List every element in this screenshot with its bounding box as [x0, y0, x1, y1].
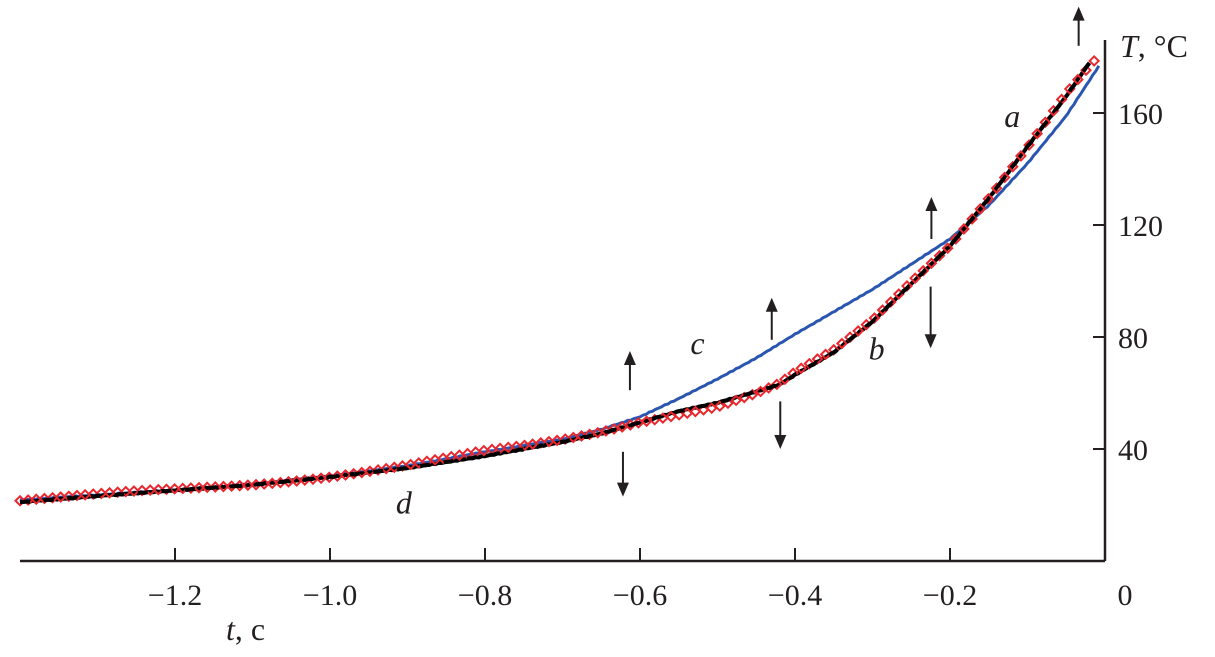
data-point — [738, 391, 751, 404]
data-point — [1063, 83, 1076, 95]
data-point — [795, 362, 808, 375]
y-axis-label: T, °C — [1120, 28, 1188, 64]
curve-label-c: c — [690, 325, 704, 361]
data-point — [1031, 127, 1044, 140]
y-axis-var: T — [1120, 28, 1140, 64]
series-line-blue — [19, 65, 1101, 502]
y-tick-label: 80 — [1118, 322, 1148, 355]
data-point — [1088, 55, 1101, 67]
x-tick-label: −0.6 — [613, 579, 667, 612]
data-point — [990, 182, 1003, 195]
y-axis-unit: , °C — [1138, 28, 1188, 64]
arrow-up-icon — [765, 297, 778, 340]
curve-label-a: a — [1004, 98, 1020, 134]
y-tick-label: 160 — [1118, 98, 1163, 131]
series-line-black — [19, 61, 1092, 505]
curve-label-b: b — [869, 330, 885, 366]
data-point — [941, 242, 954, 255]
series-layer — [14, 55, 1101, 507]
data-point — [974, 203, 987, 215]
series-markers-red — [14, 55, 1101, 507]
arrow-up-icon — [623, 351, 636, 391]
x-axis-unit: , c — [235, 611, 265, 647]
data-point — [835, 337, 848, 350]
x-tick-label: −1.2 — [148, 579, 202, 612]
ticks: −1.2 −1.0 −0.8 −0.6 −0.4 −0.2 0 40 80 120 160 — [148, 98, 1163, 612]
series-line-black — [19, 61, 1092, 505]
arrow-down-icon — [616, 451, 629, 497]
data-point — [1047, 104, 1060, 117]
curve-label-d: d — [396, 484, 413, 520]
arrow-up-icon — [925, 197, 938, 239]
arrow-down-icon — [774, 401, 787, 449]
data-point — [958, 223, 970, 235]
data-point — [713, 400, 726, 413]
x-tick-label: −1.0 — [303, 579, 357, 612]
annotations-layer: a b c d — [396, 98, 1020, 520]
data-point — [909, 272, 922, 285]
y-tick-label: 40 — [1118, 434, 1148, 467]
x-tick-label: −0.8 — [458, 579, 512, 612]
y-tick-label: 120 — [1118, 210, 1163, 243]
x-axis-var: t — [226, 611, 236, 647]
data-point — [1006, 160, 1019, 173]
data-point — [1014, 150, 1027, 162]
x-axis-label: t, c — [226, 611, 265, 647]
data-point — [754, 385, 767, 398]
arrow-down-icon — [924, 286, 937, 349]
x-tick-label: 0 — [1118, 579, 1133, 612]
data-point — [852, 325, 865, 337]
data-point — [730, 394, 743, 407]
arrows-layer — [616, 6, 1085, 497]
arrow-up-icon — [1072, 6, 1085, 46]
axes — [20, 40, 1107, 563]
data-point — [925, 257, 938, 270]
x-tick-label: −0.2 — [923, 579, 977, 612]
x-tick-label: −0.4 — [768, 579, 822, 612]
data-point — [1071, 73, 1084, 86]
